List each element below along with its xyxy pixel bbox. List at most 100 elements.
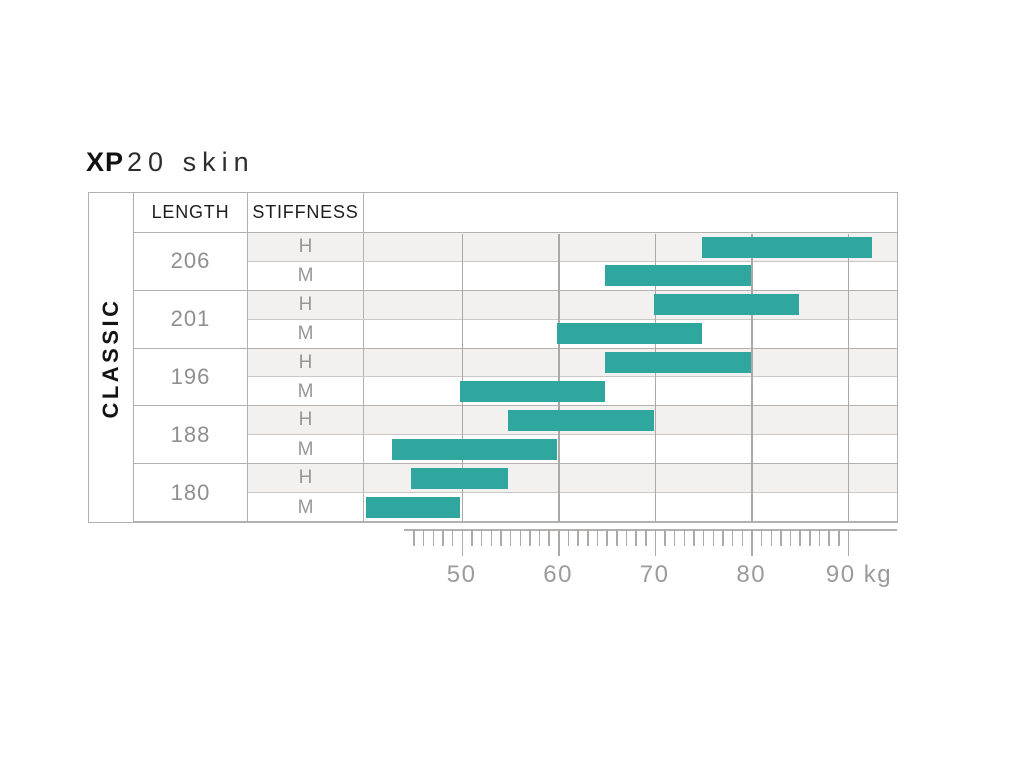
axis-minor-tick <box>442 529 444 546</box>
stiffness-value: M <box>248 493 364 522</box>
stiffness-value: M <box>248 261 364 291</box>
axis-minor-tick <box>567 529 570 546</box>
table-row: H <box>248 233 897 262</box>
table-row: H <box>248 406 897 436</box>
axis-major-tick <box>461 529 464 556</box>
bar-track <box>364 262 897 291</box>
bar-track <box>364 435 897 464</box>
axis-minor-tick <box>731 529 734 546</box>
stiffness-value: M <box>248 435 364 465</box>
axis-minor-tick <box>529 529 531 546</box>
page-title: XP 20 skin <box>86 147 255 178</box>
table-row: M <box>248 493 897 522</box>
axis-tick-label: 50 <box>446 561 477 588</box>
size-chart-table: CLASSIC LENGTH STIFFNESS 206 H M <box>88 192 898 523</box>
bar-track <box>364 291 897 319</box>
axis-minor-tick <box>664 529 666 546</box>
weight-range-bar <box>411 467 509 489</box>
axis-minor-tick <box>673 529 676 546</box>
axis-line <box>403 529 897 531</box>
weight-range-bar <box>392 438 557 460</box>
title-model: 20 skin <box>127 147 255 177</box>
axis-minor-tick <box>780 529 782 546</box>
table-row: H <box>248 464 897 494</box>
weight-range-bar <box>556 323 703 345</box>
axis-minor-tick <box>413 529 415 546</box>
stiffness-value: H <box>248 233 364 261</box>
stiffness-value: H <box>248 290 364 319</box>
axis-minor-tick <box>635 529 637 546</box>
group-rows: H M <box>248 233 897 291</box>
axis-minor-tick <box>683 529 686 546</box>
stiffness-value: H <box>248 348 364 377</box>
length-value: 188 <box>134 406 248 464</box>
axis-minor-tick <box>538 529 541 546</box>
axis-minor-tick <box>760 529 763 546</box>
axis-tick-label: 90 kg <box>825 561 893 588</box>
axis-major-tick <box>847 529 850 556</box>
axis-minor-tick <box>432 529 435 546</box>
weight-range-bar <box>508 409 654 431</box>
length-group-188: 188 H M <box>134 406 897 465</box>
axis-tick-label: 60 <box>543 561 573 588</box>
table-row: H <box>248 348 897 378</box>
length-group-180: 180 H M <box>134 464 897 522</box>
length-column-header: LENGTH <box>134 193 248 232</box>
length-group-201: 201 H M <box>134 290 897 349</box>
stiffness-value: H <box>248 464 364 493</box>
table-header-row: LENGTH STIFFNESS <box>134 193 897 233</box>
table-row: M <box>248 319 897 349</box>
weight-range-bar <box>702 236 872 258</box>
plot-column-header <box>364 193 897 232</box>
bar-track <box>364 233 897 261</box>
title-brand: XP <box>86 147 125 177</box>
axis-minor-tick <box>548 529 550 546</box>
category-label: CLASSIC <box>98 296 123 419</box>
bar-track <box>364 377 897 406</box>
table-main: LENGTH STIFFNESS 206 H M <box>134 193 897 522</box>
axis-minor-tick <box>480 529 483 546</box>
axis-minor-tick <box>789 529 792 546</box>
axis-major-tick <box>654 529 657 556</box>
bar-track <box>364 320 897 349</box>
axis-minor-tick <box>702 529 705 546</box>
axis-minor-tick <box>596 529 599 546</box>
length-value: 196 <box>134 348 248 406</box>
stiffness-column-header: STIFFNESS <box>248 193 364 232</box>
length-value: 206 <box>134 233 248 290</box>
axis-tick-label: 80 <box>736 561 767 588</box>
group-rows: H M <box>248 348 897 407</box>
axis-minor-tick <box>818 529 821 546</box>
axis-minor-tick <box>722 529 724 546</box>
axis-minor-tick <box>645 529 647 546</box>
table-row: M <box>248 435 897 465</box>
category-column: CLASSIC <box>89 193 134 522</box>
axis-minor-tick <box>471 529 473 546</box>
axis-tick-label: 70 <box>639 561 670 588</box>
axis-minor-tick <box>770 529 773 546</box>
length-group-206: 206 H M <box>134 233 897 291</box>
axis-minor-tick <box>838 529 840 546</box>
stiffness-value: M <box>248 319 364 349</box>
axis-minor-tick <box>451 529 454 546</box>
weight-range-bar <box>459 380 606 402</box>
table-row: H <box>248 290 897 320</box>
axis-minor-tick <box>693 529 695 546</box>
axis-minor-tick <box>625 529 628 546</box>
group-rows: H M <box>248 290 897 349</box>
length-value: 180 <box>134 464 248 521</box>
weight-range-bar <box>605 265 751 287</box>
bar-track <box>364 493 897 522</box>
length-value: 201 <box>134 290 248 348</box>
axis-minor-tick <box>741 529 744 546</box>
table-row: M <box>248 261 897 291</box>
weight-range-bar <box>605 352 751 374</box>
axis-minor-tick <box>500 529 502 546</box>
axis-minor-tick <box>422 529 425 546</box>
weight-range-bar <box>653 294 800 316</box>
axis-major-tick <box>751 529 753 556</box>
axis-minor-tick <box>828 529 830 546</box>
axis-minor-tick <box>799 529 801 546</box>
weight-axis-ruler: 50 60 70 80 90 kg <box>366 523 897 598</box>
